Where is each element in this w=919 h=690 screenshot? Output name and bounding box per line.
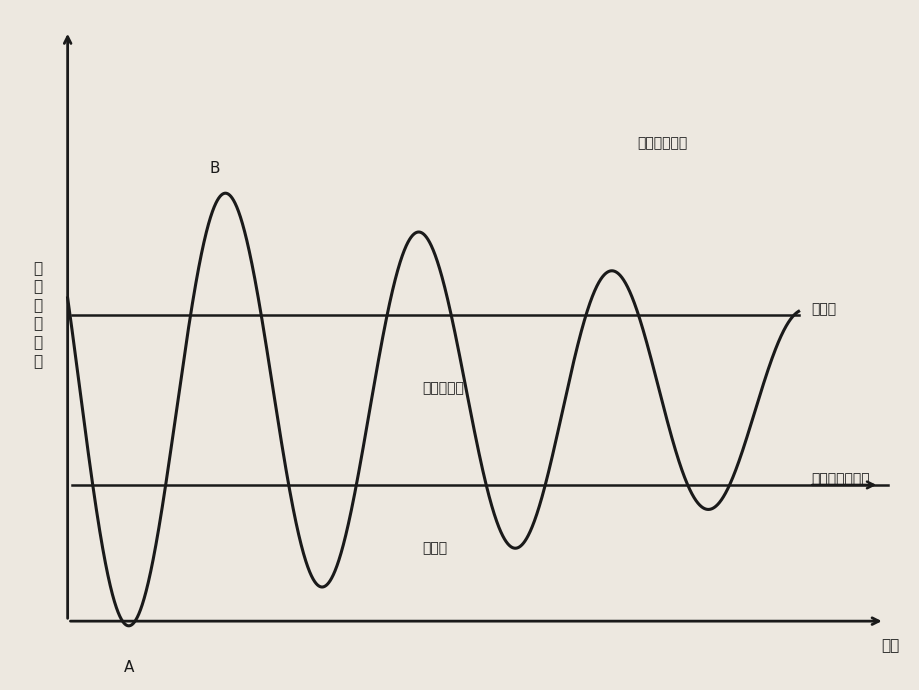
Text: 心理安全临界线: 心理安全临界线 <box>811 472 869 486</box>
Text: 心理安全曲线: 心理安全曲线 <box>637 136 686 150</box>
Text: 心理安全区: 心理安全区 <box>422 382 464 395</box>
Text: B: B <box>210 161 220 176</box>
Text: 时间: 时间 <box>879 638 898 653</box>
Text: 心
理
安
全
水
平: 心 理 安 全 水 平 <box>33 261 42 368</box>
Text: 事故区: 事故区 <box>422 542 447 555</box>
Text: 规章线: 规章线 <box>811 302 835 316</box>
Text: A: A <box>123 660 134 675</box>
